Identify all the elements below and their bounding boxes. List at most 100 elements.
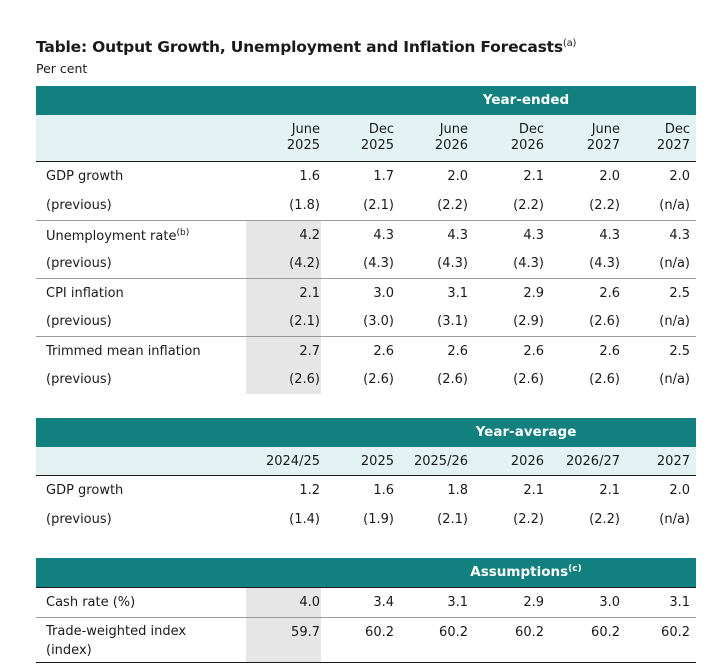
- table-cell: 2.6: [599, 344, 620, 359]
- shaded-cell-background: [246, 365, 321, 394]
- shaded-cell-background: [246, 588, 321, 617]
- year-average-band-label: Year-average: [475, 424, 577, 440]
- table-cell: (2.1): [437, 512, 468, 527]
- table-cell: (4.3): [363, 256, 394, 271]
- table-cell: 2.7: [299, 344, 320, 359]
- shaded-cell-background: [246, 249, 321, 278]
- table-cell: (n/a): [659, 372, 690, 387]
- table-cell: 2.0: [669, 169, 690, 184]
- table-cell: (2.1): [289, 314, 320, 329]
- column-header: 2025/26: [413, 454, 468, 469]
- table-bottom-rule: [36, 662, 696, 663]
- table-cell: (n/a): [659, 256, 690, 271]
- table-cell: (4.3): [589, 256, 620, 271]
- table-cell: 60.2: [439, 625, 468, 640]
- table-row-avg-gdp-growth: GDP growth 1.2 1.6 1.8 2.1 2.1 2.0: [36, 476, 696, 505]
- column-header: 2024/25: [265, 454, 320, 469]
- table-cell: 4.3: [669, 228, 690, 243]
- row-label: (previous): [46, 198, 112, 213]
- column-header: 2027: [656, 454, 690, 469]
- table-cell: 2.0: [599, 169, 620, 184]
- table-cell: 4.0: [299, 595, 320, 610]
- table-cell: (2.6): [437, 372, 468, 387]
- table-cell: 60.2: [591, 625, 620, 640]
- table-cell: (4.3): [437, 256, 468, 271]
- table-cell: (1.8): [289, 198, 320, 213]
- table-cell: 2.1: [599, 483, 620, 498]
- table-cell: (4.2): [289, 256, 320, 271]
- table-cell: 2.6: [599, 286, 620, 301]
- table-cell: (2.2): [513, 198, 544, 213]
- table-cell: 4.2: [299, 228, 320, 243]
- footnote-marker: (b): [176, 228, 190, 238]
- table-cell: 2.9: [523, 595, 544, 610]
- table-cell: (4.3): [513, 256, 544, 271]
- column-header: Dec 2027: [656, 122, 690, 153]
- table-cell: 60.2: [365, 625, 394, 640]
- row-label: Trade-weighted index (index): [46, 624, 187, 658]
- column-header: 2026/27: [565, 454, 620, 469]
- table-cell: 4.3: [523, 228, 544, 243]
- table-cell: (2.6): [589, 372, 620, 387]
- column-header: June 2026: [434, 122, 468, 153]
- table-row-trimmed-mean-previous: (previous) (2.6) (2.6) (2.6) (2.6) (2.6)…: [36, 365, 696, 394]
- table-cell: (2.2): [513, 512, 544, 527]
- table-row-cash-rate: Cash rate (%) 4.0 3.4 3.1 2.9 3.0 3.1: [36, 588, 696, 617]
- table-cell: 4.3: [373, 228, 394, 243]
- table-cell: 2.1: [299, 286, 320, 301]
- table-cell: 2.5: [669, 286, 690, 301]
- row-label: (previous): [46, 372, 112, 387]
- table-cell: 1.6: [299, 169, 320, 184]
- table-cell: 60.2: [515, 625, 544, 640]
- table-cell: 2.1: [523, 483, 544, 498]
- table-cell: (2.6): [513, 372, 544, 387]
- table-cell: 1.2: [299, 483, 320, 498]
- shaded-cell-background: [246, 221, 321, 250]
- title-footnote-marker: (a): [562, 38, 577, 49]
- column-header: Dec 2026: [510, 122, 544, 153]
- table-cell: (3.0): [363, 314, 394, 329]
- table-cell: 4.3: [447, 228, 468, 243]
- table-cell: 2.6: [523, 344, 544, 359]
- table-cell: 3.0: [373, 286, 394, 301]
- row-label: Cash rate (%): [46, 595, 136, 610]
- table-cell: 3.1: [447, 595, 468, 610]
- row-label: GDP growth: [46, 169, 124, 184]
- footnote-marker: (c): [568, 564, 582, 574]
- column-header: Dec 2025: [360, 122, 394, 153]
- table-cell: 2.9: [523, 286, 544, 301]
- table-cell: (2.6): [589, 314, 620, 329]
- table-title: Table: Output Growth, Unemployment and I…: [36, 38, 577, 56]
- table-cell: 4.3: [599, 228, 620, 243]
- table-cell: (2.2): [589, 198, 620, 213]
- year-average-column-header-row: 2024/25 2025 2025/26 2026 2026/27 2027: [36, 447, 696, 476]
- column-header: June 2027: [586, 122, 620, 153]
- column-header: 2026: [510, 454, 544, 469]
- table-cell: 2.1: [523, 169, 544, 184]
- table-cell: (2.2): [437, 198, 468, 213]
- row-label: GDP growth: [46, 483, 124, 498]
- table-cell: (2.1): [363, 198, 394, 213]
- year-ended-column-header-row: June 2025 Dec 2025 June 2026 Dec 2026 June 20…: [36, 115, 696, 162]
- table-cell: (1.4): [289, 512, 320, 527]
- table-cell: 2.5: [669, 344, 690, 359]
- table-cell: 60.2: [661, 625, 690, 640]
- table-cell: 2.6: [447, 344, 468, 359]
- table-row-avg-gdp-previous: (previous) (1.4) (1.9) (2.1) (2.2) (2.2)…: [36, 505, 696, 534]
- table-cell: 3.0: [599, 595, 620, 610]
- table-cell: (2.2): [589, 512, 620, 527]
- unit-label: Per cent: [36, 61, 88, 76]
- table-cell: 2.0: [447, 169, 468, 184]
- table-row-trade-weighted-index: Trade-weighted index (index) 59.7 60.2 60…: [36, 617, 696, 662]
- row-label: (previous): [46, 314, 112, 329]
- row-label: Unemployment rate(b): [46, 228, 190, 244]
- table-cell: (2.9): [513, 314, 544, 329]
- row-label: (previous): [46, 512, 112, 527]
- table-cell: 1.7: [373, 169, 394, 184]
- table-cell: 2.6: [373, 344, 394, 359]
- row-label: (previous): [46, 256, 112, 271]
- row-label: Trimmed mean inflation: [46, 344, 201, 359]
- year-average-band: Year-average: [36, 418, 696, 447]
- table-cell: 59.7: [291, 625, 320, 640]
- row-label: CPI inflation: [46, 286, 124, 301]
